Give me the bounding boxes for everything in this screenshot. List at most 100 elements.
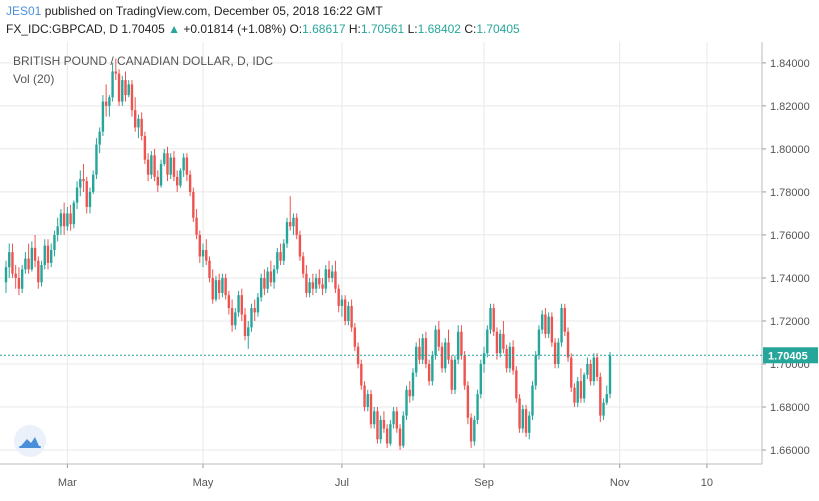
candle: [373, 407, 376, 429]
candle: [237, 290, 240, 317]
candle: [318, 269, 321, 289]
candle: [256, 293, 260, 317]
time-axis: Mar May Jul Sep Nov 10: [0, 463, 762, 489]
high-label: H:: [348, 22, 361, 36]
candle-body: [11, 252, 14, 274]
candle-body: [495, 331, 499, 354]
candle-body: [395, 411, 399, 429]
candle: [479, 359, 483, 399]
candle-body: [140, 118, 143, 136]
low-value: 1.68402: [417, 22, 461, 36]
candle: [75, 181, 79, 210]
candle: [405, 385, 408, 420]
candle: [88, 187, 92, 214]
candle: [421, 333, 424, 364]
current-price-marker: 1.70405: [0, 347, 818, 364]
candle-body: [528, 415, 531, 433]
candle-body: [46, 245, 50, 263]
candle-body: [537, 329, 541, 356]
candle-body: [557, 342, 560, 364]
candle: [301, 252, 305, 278]
candle-body: [40, 265, 43, 283]
candle-body: [337, 288, 340, 306]
candle: [553, 338, 557, 369]
candle-body: [369, 394, 373, 425]
candle-body: [211, 277, 214, 300]
candle: [72, 200, 76, 229]
candle-body: [208, 260, 211, 278]
candle-body: [305, 273, 308, 294]
candle-body: [8, 252, 11, 268]
candle-body: [175, 176, 179, 186]
candle-body: [114, 71, 118, 74]
candle: [589, 359, 592, 386]
candle: [66, 206, 69, 231]
candle: [431, 351, 434, 386]
candle: [53, 230, 56, 257]
candle-body: [350, 305, 353, 328]
candle: [340, 295, 344, 317]
candle-body: [127, 84, 130, 96]
candle: [192, 187, 195, 223]
candle-body: [343, 299, 347, 321]
candle: [292, 213, 295, 235]
candle-body: [101, 101, 105, 132]
candle-body: [30, 247, 34, 270]
candle-body: [50, 249, 53, 263]
candle-body: [253, 308, 256, 313]
candle: [198, 230, 201, 263]
candle-body: [56, 226, 59, 235]
candle: [411, 368, 415, 401]
price-chart[interactable]: 1.84000 1.82000 1.80000 1.78000 1.76000 1.740…: [0, 42, 819, 501]
candle: [311, 273, 315, 296]
candle: [502, 320, 505, 354]
candle-body: [108, 97, 111, 106]
candle-body: [269, 271, 273, 283]
candle: [489, 303, 492, 334]
candle: [272, 265, 276, 289]
candle-body: [415, 346, 418, 373]
candle-body: [234, 312, 237, 326]
candle-body: [366, 394, 369, 408]
chart-legend-volume[interactable]: Vol (20): [13, 72, 55, 86]
candle: [266, 267, 269, 294]
candle-body: [292, 217, 295, 227]
author-link[interactable]: JES01: [6, 4, 42, 18]
candle-body: [201, 249, 205, 257]
candle-body: [508, 346, 512, 369]
tradingview-cloud-icon[interactable]: [14, 425, 46, 457]
candle: [175, 170, 179, 192]
candle: [440, 342, 444, 373]
candle-body: [540, 314, 544, 330]
candle-body: [340, 299, 344, 306]
candle: [476, 389, 479, 425]
y-tick-label: 1.72000: [770, 316, 810, 328]
candle-body: [314, 277, 318, 289]
candle: [521, 404, 524, 433]
candle: [486, 325, 489, 358]
x-tick-label: Nov: [610, 477, 630, 489]
candle: [427, 359, 431, 386]
candle: [62, 202, 66, 235]
candle-body: [347, 305, 350, 321]
candle-body: [124, 80, 127, 96]
candle-body: [311, 282, 315, 289]
candle-body: [169, 157, 172, 175]
candle: [282, 239, 285, 266]
candle: [586, 357, 589, 380]
close-value: 1.70405: [476, 22, 520, 36]
candle: [247, 320, 250, 349]
candle: [450, 355, 453, 395]
candle-body: [237, 295, 240, 313]
candle: [69, 204, 72, 231]
candle-body: [62, 213, 66, 227]
candle: [408, 381, 411, 403]
candle-body: [272, 269, 276, 283]
candle: [117, 69, 121, 106]
candle-body: [424, 338, 428, 364]
candle: [515, 366, 518, 403]
candle-body: [321, 284, 324, 289]
candle-body: [392, 411, 395, 425]
candle: [563, 303, 566, 337]
candle-body: [469, 417, 473, 442]
